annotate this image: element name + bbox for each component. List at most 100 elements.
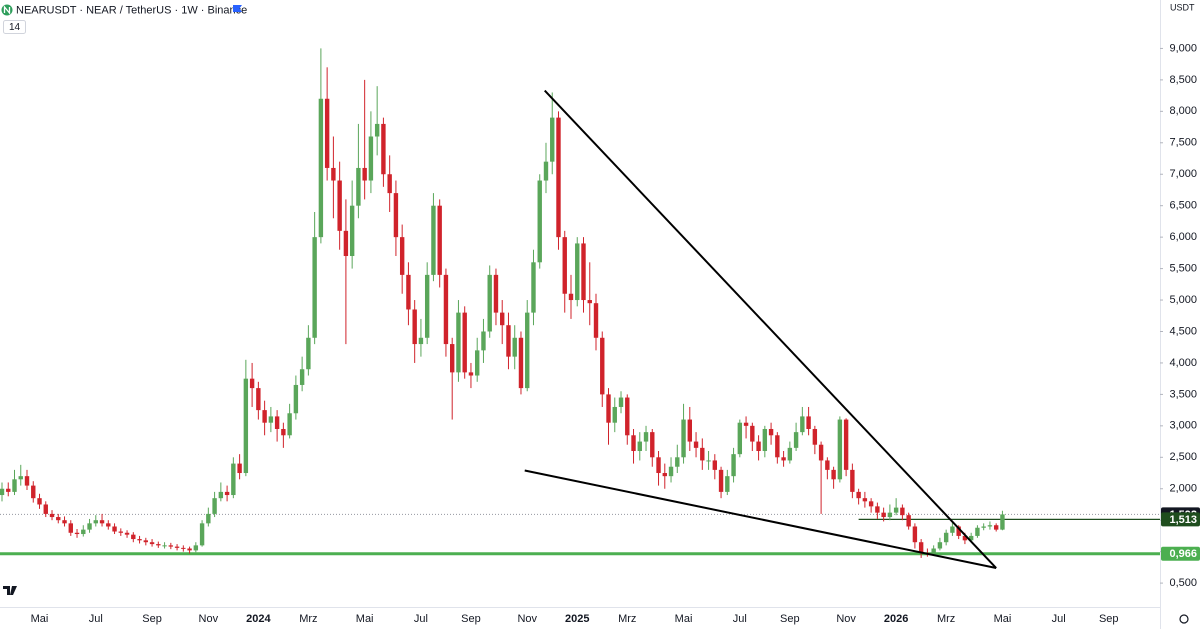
candle-body (737, 422, 743, 455)
candle-body (850, 469, 855, 492)
candle-body (306, 337, 311, 370)
candle-body (318, 98, 324, 238)
tv-logo (3, 586, 17, 595)
candle-body (281, 428, 286, 436)
candle-body (137, 539, 142, 541)
y-tick-label: 5,000 (1169, 294, 1197, 306)
candle-body (800, 416, 805, 433)
y-tick-label: 3,000 (1169, 420, 1197, 432)
candle-body (187, 548, 192, 551)
candle-body (131, 534, 136, 540)
candle-body (606, 394, 611, 423)
candle-body (518, 337, 524, 389)
candle-body (912, 526, 918, 543)
candle-body (525, 312, 530, 389)
x-tick-label: Mrz (618, 613, 636, 625)
candle-body (456, 312, 461, 373)
candle-body (562, 237, 567, 294)
candle-body (962, 535, 968, 541)
x-tick-label: Mai (994, 613, 1012, 625)
candle-body (343, 230, 349, 257)
x-tick-label: Sep (780, 613, 800, 625)
candle-body (675, 457, 680, 467)
candle-body (812, 428, 818, 445)
candle-body (887, 512, 893, 518)
candle-body (506, 325, 511, 357)
y-tick-label: 3,500 (1169, 388, 1197, 400)
candle-body (356, 167, 361, 206)
candle-body (168, 545, 174, 547)
candle-body (556, 117, 561, 238)
candle-body (43, 504, 48, 514)
candle-body (381, 123, 386, 175)
candle-body (231, 463, 236, 496)
candle-body (668, 466, 674, 477)
candle-body (531, 262, 536, 313)
candle-body (74, 532, 80, 535)
y-tick-label: 7,500 (1169, 137, 1197, 149)
x-tick-label: Mrz (937, 613, 955, 625)
indicator-badge-box[interactable] (3, 20, 26, 34)
candle-body (193, 545, 199, 551)
x-tick-label: Jul (733, 613, 747, 625)
indicator-badge[interactable]: 14 (9, 22, 21, 33)
currency-label: USDT (1170, 2, 1195, 12)
candle-body (918, 542, 924, 553)
candle-body (868, 501, 874, 507)
candle-body (249, 378, 255, 389)
candle-body (368, 136, 374, 181)
candle-body (568, 293, 574, 301)
x-tick-label: Mai (356, 613, 374, 625)
candle-body (437, 205, 442, 275)
candle-body (768, 428, 774, 436)
y-tick-label: 4,500 (1169, 325, 1197, 337)
candle-body (431, 205, 436, 275)
y-tick-label: 7,000 (1169, 168, 1197, 180)
x-tick-label: Mai (31, 613, 49, 625)
x-tick-label: Nov (517, 613, 537, 625)
candle-body (843, 419, 849, 470)
candle-body (262, 410, 267, 423)
candle-body (881, 512, 886, 518)
candle-body (393, 193, 399, 238)
candle-body (312, 237, 317, 338)
x-tick-label: 2025 (565, 613, 589, 625)
candle-body (443, 274, 449, 345)
candle-body (743, 422, 749, 426)
candle-body (37, 498, 42, 505)
candle-body (118, 531, 124, 533)
candle-body (106, 523, 111, 527)
candle-body (650, 432, 655, 458)
candle-body (418, 337, 424, 345)
x-tick-label: Nov (836, 613, 856, 625)
candle-body (324, 98, 330, 168)
candle-body (637, 441, 642, 452)
candle-body (274, 416, 280, 429)
candle-body (875, 506, 880, 513)
candle-body (756, 441, 761, 452)
candle-body (237, 463, 242, 474)
candle-body (700, 447, 705, 461)
candle-body (581, 243, 586, 301)
candle-body (856, 491, 861, 499)
candle-body (62, 520, 67, 524)
candle-body (31, 485, 36, 499)
candle-body (349, 205, 355, 257)
trendline (524, 469, 997, 569)
candle-body (775, 435, 780, 458)
candle-body (656, 457, 661, 474)
candle-body (575, 243, 580, 301)
price-label-box (1161, 512, 1200, 527)
candle-body (112, 526, 117, 532)
y-tick-label: 6,500 (1169, 200, 1197, 212)
candle-body (493, 274, 499, 313)
y-tick-label: 4,000 (1169, 357, 1197, 369)
chart-title: NEARUSDT · NEAR / TetherUS · 1W · Binanc… (16, 4, 247, 16)
candle-body (643, 432, 649, 442)
y-tick-label: 8,500 (1169, 74, 1197, 86)
y-tick-label: 6,000 (1169, 231, 1197, 243)
candle-body (387, 174, 392, 194)
candle-body (693, 441, 699, 448)
